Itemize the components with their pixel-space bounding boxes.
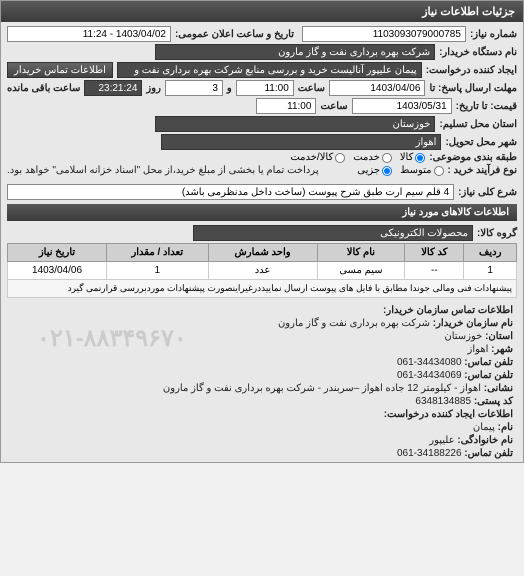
send-date-field: 1403/04/06 [329,80,425,96]
purchase-radio-group: متوسط جزیی [357,165,443,176]
info-city-label: شهر: [491,344,513,355]
remain-days-field: 3 [165,80,223,96]
purchase-radio-mid-input[interactable] [434,166,444,176]
fax-value: 34434069-061 [397,370,462,381]
send-time-label: ساعت [298,83,325,94]
cell-name: سیم مسی [317,262,405,280]
table-header-row: ردیف کد کالا نام کالا واحد شمارش تعداد /… [8,244,517,262]
budget-label: طبقه بندی موضوعی: [429,152,517,163]
send-deadline-label: مهلت ارسال پاسخ: تا [429,83,517,94]
subject-label: شرع کلی نیاز: [458,187,517,198]
req-no-field: 1103093079000785 [302,26,466,42]
cell-qty: 1 [107,262,209,280]
creator-label: ایجاد کننده درخواست: [426,65,517,76]
cell-date: 1403/04/06 [8,262,107,280]
purchase-radio-mid[interactable]: متوسط [400,165,443,176]
cell-row: 1 [464,262,517,280]
phone-value: 34434080-061 [397,357,462,368]
info-province-value: خوزستان [444,331,482,342]
creator-info-title: اطلاعات ایجاد کننده درخواست: [384,409,513,420]
remain-days-label: روز [146,83,161,94]
buyer-field: شرکت بهره برداری نفت و گاز مارون [155,44,435,60]
org-label: نام سازمان خریدار: [433,318,513,329]
announce-label: تاریخ و ساعت اعلان عمومی: [175,29,294,40]
contact-buyer-button[interactable]: اطلاعات تماس خریدار [7,62,113,78]
col-qty: تعداد / مقدار [107,244,209,262]
city-field: اهواز [161,134,441,150]
budget-radio-service-input[interactable] [382,153,392,163]
goods-table: ردیف کد کالا نام کالا واحد شمارش تعداد /… [7,243,517,298]
family-value: علیپور [429,435,454,446]
address-value: اهواز - کیلومتر 12 جاده اهواز –سربندر - … [163,383,481,394]
col-row: ردیف [464,244,517,262]
creator-phone-label: تلفن تماس: [464,448,513,459]
province-field: خوزستان [155,116,435,132]
address-label: نشانی: [484,383,513,394]
col-unit: واحد شمارش [208,244,317,262]
col-date: تاریخ نیاز [8,244,107,262]
purchase-radio-partial[interactable]: جزیی [357,165,392,176]
fax-label: تلفن تماس: [464,370,513,381]
remain-time-field: 23:21:24 [84,80,142,96]
budget-radio-all[interactable]: کالا [400,152,426,163]
col-name: نام کالا [317,244,405,262]
budget-radio-both[interactable]: کالا/خدمت [290,152,345,163]
remain-and-label: و [227,83,232,94]
name-value: پیمان [473,422,495,433]
goods-group-label: گروه کالا: [477,228,517,239]
province-label: استان محل تسلیم: [439,119,517,130]
postal-value: 6348134885 [415,396,471,407]
info-city-value: اهواز [468,344,489,355]
org-value: شرکت بهره برداری نفت و گاز مارون [278,318,430,329]
price-time-field: 11:00 [256,98,316,114]
remain-suffix-label: ساعت باقی مانده [7,83,80,94]
cell-unit: عدد [208,262,317,280]
budget-radio-all-input[interactable] [415,153,425,163]
requirement-dialog: جزئیات اطلاعات نیاز شماره نیاز: 11030930… [0,0,524,463]
family-label: نام خانوادگی: [457,435,513,446]
dialog-content: شماره نیاز: 1103093079000785 تاریخ و ساع… [1,22,523,462]
table-note: پیشنهادات فنی ومالی جوندا مطابق با فایل … [8,280,517,298]
purchase-label: نوع فرآیند خرید : [448,165,517,176]
table-row[interactable]: 1 -- سیم مسی عدد 1 1403/04/06 [8,262,517,280]
price-date-field: 1403/05/31 [352,98,452,114]
col-code: کد کالا [405,244,464,262]
postal-label: کد پستی: [474,396,513,407]
announce-field: 1403/04/02 - 11:24 [7,26,171,42]
budget-radio-both-input[interactable] [335,153,345,163]
creator-phone-value: 34188226-061 [397,448,462,459]
req-no-label: شماره نیاز: [470,29,517,40]
phone-label: تلفن تماس: [464,357,513,368]
goods-section-header: اطلاعات کالاهای مورد نیاز [7,204,517,221]
buyer-info-title: اطلاعات تماس سازمان خریدار: [383,305,513,316]
purchase-radio-partial-input[interactable] [382,166,392,176]
dialog-title: جزئیات اطلاعات نیاز [422,6,515,18]
price-deadline-label: قیمت: تا تاریخ: [456,101,517,112]
buyer-label: نام دستگاه خریدار: [439,47,517,58]
goods-group-field: محصولات الکترونیکی [193,225,473,241]
cell-code: -- [405,262,464,280]
city-label: شهر محل تحویل: [445,137,517,148]
purchase-note: پرداخت تمام یا بخشی از مبلغ خرید،از محل … [7,165,319,176]
dialog-title-bar: جزئیات اطلاعات نیاز [1,1,523,22]
send-time-field: 11:00 [236,80,294,96]
info-province-label: استان: [485,331,513,342]
table-note-row: پیشنهادات فنی ومالی جوندا مطابق با فایل … [8,280,517,298]
creator-field: پیمان علیپور آنالیست خرید و بررسی منابع … [117,62,422,78]
budget-radio-group: کالا خدمت کالا/خدمت [290,152,425,163]
name-label: نام: [498,422,513,433]
budget-radio-service[interactable]: خدمت [353,152,392,163]
price-time-label: ساعت [320,101,347,112]
buyer-info-section: ۰۲۱-۸۸۳۴۹۶۷۰ اطلاعات تماس سازمان خریدار:… [7,304,517,460]
subject-field: 4 قلم سیم ارت طبق شرح پیوست (ساخت داخل م… [7,184,454,200]
